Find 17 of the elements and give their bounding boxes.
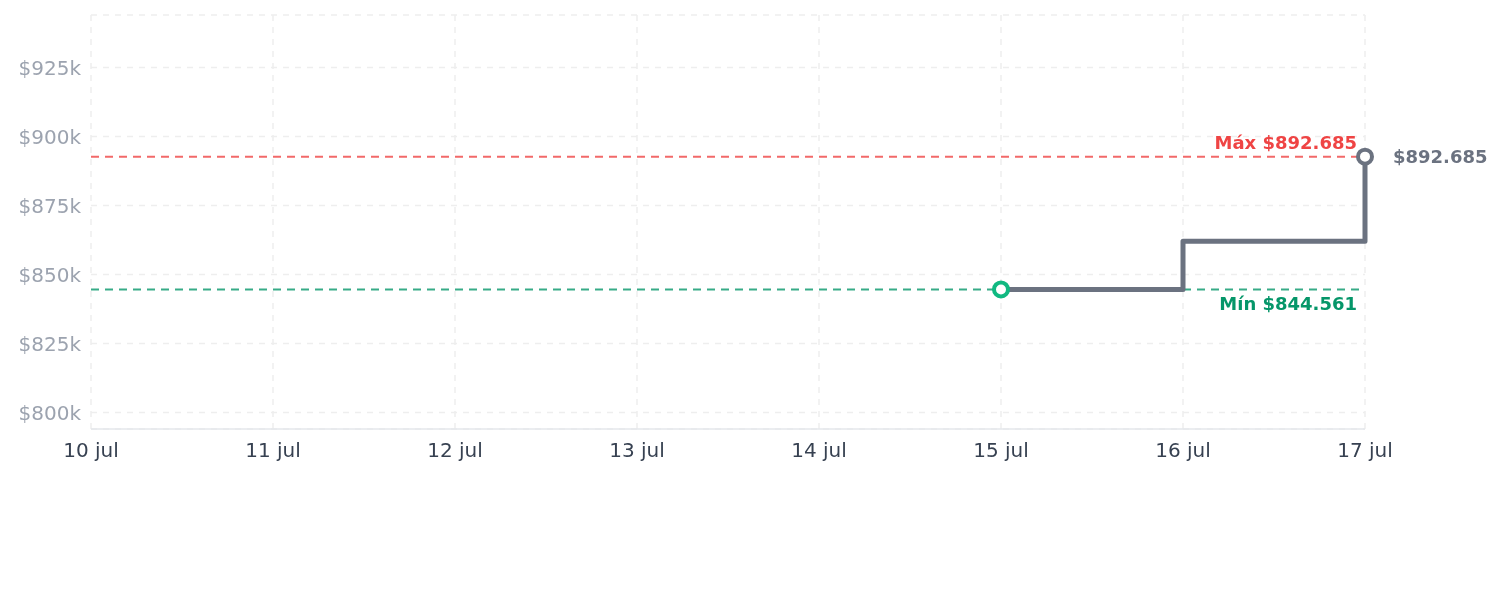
x-tick-label: 16 jul — [1155, 438, 1211, 463]
x-tick-label: 12 jul — [427, 438, 483, 463]
y-tick-label: $850k — [18, 262, 82, 287]
data-label: $892.685 — [1393, 146, 1488, 168]
y-tick-label: $825k — [18, 331, 82, 356]
x-tick-label: 17 jul — [1337, 438, 1393, 463]
y-tick-label: $800k — [18, 400, 82, 425]
x-tick-label: 10 jul — [63, 438, 119, 463]
x-tick-label: 11 jul — [245, 438, 301, 463]
y-tick-label: $875k — [18, 193, 82, 218]
x-tick-label: 15 jul — [973, 438, 1029, 463]
y-tick-label: $925k — [18, 55, 82, 80]
ref-line-label: Máx $892.685 — [1214, 131, 1357, 153]
ref-line-label: Mín $844.561 — [1219, 293, 1357, 315]
x-tick-label: 14 jul — [791, 438, 847, 463]
x-tick-label: 13 jul — [609, 438, 665, 463]
y-tick-label: $900k — [18, 124, 82, 149]
